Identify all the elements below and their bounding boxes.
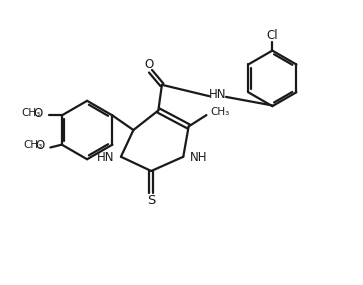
Text: NH: NH	[190, 151, 207, 164]
Text: Cl: Cl	[266, 29, 278, 42]
Text: O: O	[36, 139, 45, 152]
Text: HN: HN	[97, 151, 114, 164]
Text: CH₃: CH₃	[210, 107, 229, 117]
Text: CH₃: CH₃	[23, 140, 42, 150]
Text: HN: HN	[208, 88, 226, 101]
Text: S: S	[147, 194, 155, 207]
Text: CH₃: CH₃	[21, 108, 40, 118]
Text: O: O	[34, 107, 43, 120]
Text: O: O	[144, 58, 153, 71]
